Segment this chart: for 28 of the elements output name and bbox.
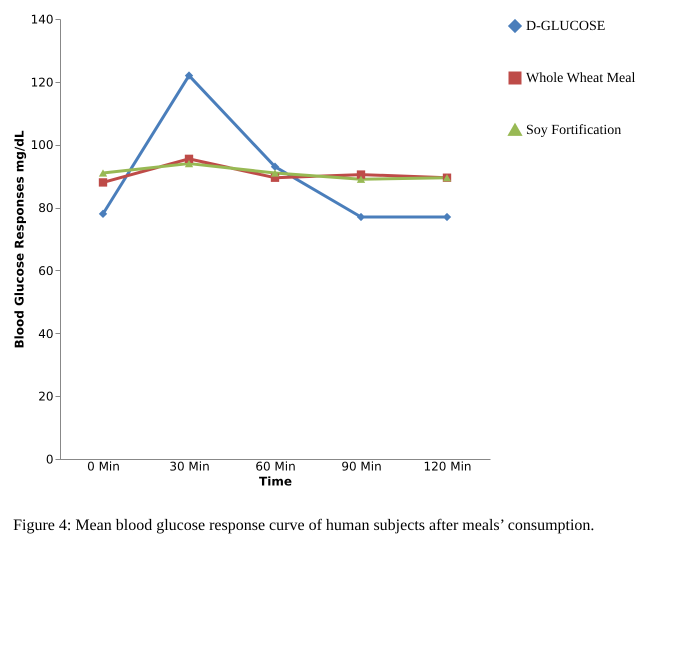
point — [184, 71, 194, 80]
legend-label: Whole Wheat Meal — [526, 71, 636, 86]
x-tick-label: 90 Min — [341, 460, 382, 474]
y-tick-label: 20 — [38, 390, 54, 404]
x-tick-label: 30 Min — [169, 460, 210, 474]
point — [270, 162, 280, 171]
legend-label: Soy Fortification — [526, 123, 622, 138]
y-tick-label: 40 — [38, 326, 54, 341]
point — [356, 176, 366, 183]
y-tick-label: 120 — [30, 75, 54, 90]
y-tick-label: 140 — [30, 12, 54, 26]
text: Figure 4: Mean blood glucose response curve of human subjects after meals’ consumption. — [13, 517, 594, 534]
point — [270, 169, 280, 177]
y-tick-label: 100 — [30, 138, 54, 152]
x-axis-title: Time — [259, 474, 292, 488]
x-tick-label: 120 Min — [423, 460, 472, 474]
point — [98, 169, 108, 177]
y-tick-label: 0 — [46, 452, 54, 466]
point — [184, 160, 194, 168]
y-tick-label: 80 — [38, 201, 54, 216]
x-tick-label: 60 Min — [255, 460, 296, 474]
x-tick-label: 0 Min — [87, 460, 120, 474]
y-axis-title: Blood Glucose Responses mg/dL — [12, 130, 27, 349]
legend-label: D-GLUCOSE — [526, 19, 606, 34]
point — [184, 154, 194, 164]
y-tick-label: 60 — [38, 264, 54, 278]
point — [98, 178, 108, 187]
point — [98, 210, 108, 218]
